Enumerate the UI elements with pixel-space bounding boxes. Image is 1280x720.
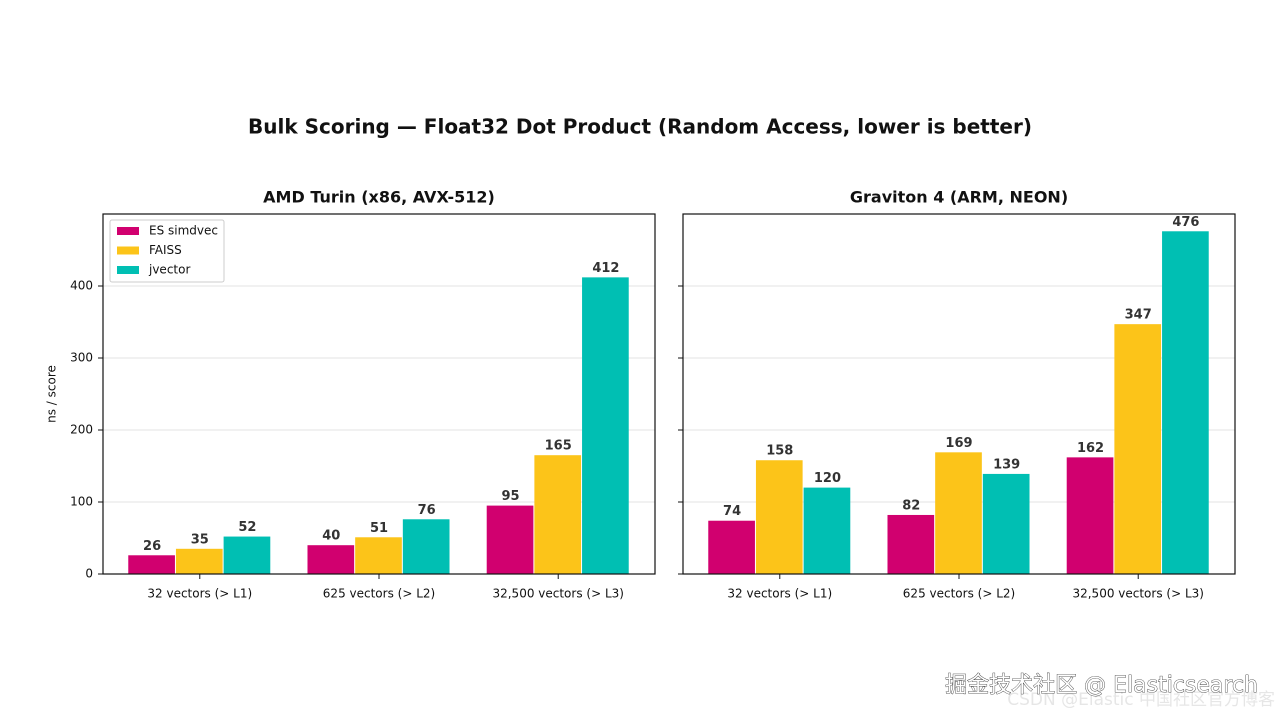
x-tick-label: 625 vectors (> L2) [323, 587, 435, 601]
value-label: 412 [592, 261, 619, 276]
x-tick-label: 625 vectors (> L2) [903, 587, 1015, 601]
value-label: 165 [545, 439, 572, 454]
value-label: 35 [191, 532, 209, 547]
y-axis-label: ns / score [45, 365, 59, 423]
legend-swatch [117, 227, 139, 235]
bar [223, 536, 271, 574]
value-label: 26 [143, 539, 161, 554]
bar [307, 545, 355, 574]
value-label: 169 [945, 436, 972, 451]
subplot-title: Graviton 4 (ARM, NEON) [850, 188, 1068, 207]
x-tick-label: 32 vectors (> L1) [147, 587, 252, 601]
bar [355, 537, 402, 574]
x-tick-label: 32 vectors (> L1) [727, 587, 832, 601]
bar [803, 487, 851, 574]
bar [935, 452, 982, 574]
value-label: 82 [902, 498, 920, 513]
value-label: 347 [1125, 308, 1152, 323]
bar [708, 520, 755, 574]
y-tick-label: 400 [70, 279, 93, 293]
value-label: 139 [993, 457, 1020, 472]
value-label: 162 [1077, 441, 1104, 456]
bar [486, 505, 534, 574]
legend-label: FAISS [149, 243, 182, 257]
bar [887, 514, 935, 574]
bar [128, 555, 175, 574]
watermark: CSDN @Elastic 中国社区官方博客 [1007, 690, 1275, 710]
x-tick-label: 32,500 vectors (> L3) [1072, 587, 1203, 601]
bar [175, 548, 223, 574]
bar [982, 473, 1030, 574]
figure-title: Bulk Scoring — Float32 Dot Product (Rand… [248, 115, 1032, 139]
bar [1066, 457, 1114, 574]
bar [582, 277, 629, 574]
bar [534, 455, 582, 574]
y-tick-label: 0 [85, 567, 93, 581]
watermark: 掘金技术社区 @ Elasticsearch [945, 673, 1258, 698]
y-tick-label: 200 [70, 423, 93, 437]
y-tick-label: 300 [70, 351, 93, 365]
legend-swatch [117, 266, 139, 274]
axes-frame [682, 213, 1236, 575]
bar [402, 519, 450, 574]
legend-label: jvector [148, 263, 190, 277]
value-label: 52 [238, 520, 256, 535]
value-label: 120 [814, 471, 841, 486]
value-label: 95 [502, 489, 520, 504]
value-label: 476 [1172, 215, 1199, 230]
y-tick-label: 100 [70, 495, 93, 509]
value-label: 76 [418, 503, 436, 518]
value-label: 74 [723, 504, 741, 519]
subplot-title: AMD Turin (x86, AVX-512) [263, 188, 495, 207]
legend-label: ES simdvec [149, 224, 218, 238]
bar [1162, 231, 1209, 574]
bar [755, 460, 803, 574]
bar [1114, 324, 1162, 574]
value-label: 40 [322, 529, 340, 544]
x-tick-label: 32,500 vectors (> L3) [492, 587, 623, 601]
axes-frame [102, 213, 656, 575]
value-label: 51 [370, 521, 388, 536]
value-label: 158 [766, 444, 793, 459]
legend-swatch [117, 246, 139, 255]
